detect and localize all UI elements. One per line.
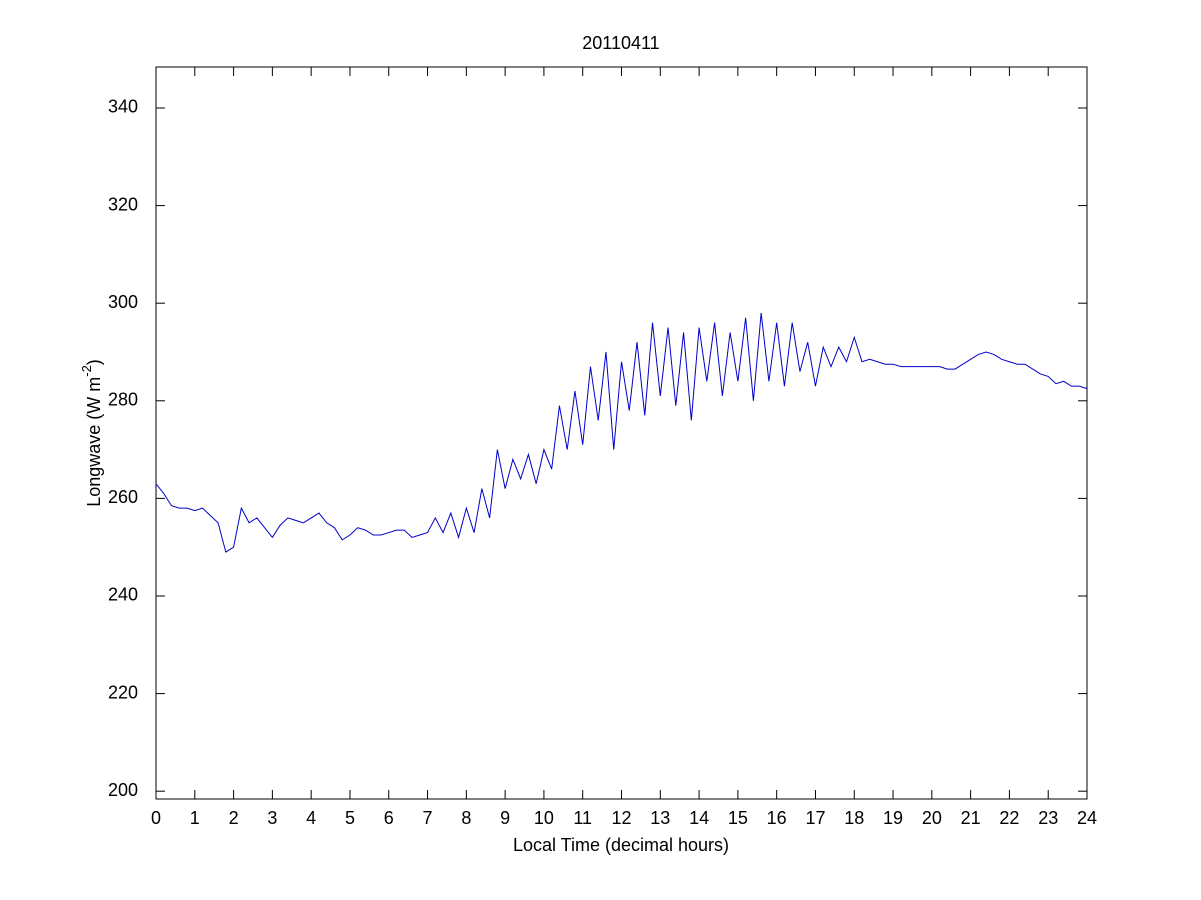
- x-tick-label: 19: [883, 808, 903, 828]
- x-tick-label: 6: [384, 808, 394, 828]
- x-tick-label: 17: [805, 808, 825, 828]
- x-tick-label: 0: [151, 808, 161, 828]
- y-tick-label: 240: [108, 585, 138, 605]
- x-axis-label: Local Time (decimal hours): [513, 835, 729, 855]
- x-tick-label: 24: [1077, 808, 1097, 828]
- x-tick-label: 15: [728, 808, 748, 828]
- x-tick-label: 10: [534, 808, 554, 828]
- y-axis-label-superscript: -2: [79, 365, 94, 377]
- x-tick-label: 21: [961, 808, 981, 828]
- x-tick-label: 13: [650, 808, 670, 828]
- x-tick-label: 16: [767, 808, 787, 828]
- y-tick-label: 200: [108, 780, 138, 800]
- x-tick-label: 8: [461, 808, 471, 828]
- y-axis-label-suffix: ): [84, 359, 104, 365]
- x-tick-label: 3: [267, 808, 277, 828]
- y-tick-label: 280: [108, 390, 138, 410]
- x-tick-label: 18: [844, 808, 864, 828]
- x-tick-label: 23: [1038, 808, 1058, 828]
- x-tick-label: 7: [423, 808, 433, 828]
- y-tick-label: 320: [108, 194, 138, 214]
- x-tick-label: 22: [999, 808, 1019, 828]
- x-tick-label: 14: [689, 808, 709, 828]
- x-tick-label: 2: [229, 808, 239, 828]
- plot-frame: [155, 66, 1088, 800]
- y-tick-label: 220: [108, 682, 138, 702]
- x-tick-label: 11: [573, 808, 592, 828]
- x-tick-label: 4: [306, 808, 316, 828]
- x-tick-label: 12: [611, 808, 631, 828]
- y-axis-label: Longwave (W m-2): [79, 359, 103, 507]
- x-tick-label: 20: [922, 808, 942, 828]
- chart-title: 20110411: [582, 33, 659, 53]
- x-tick-label: 5: [345, 808, 355, 828]
- y-tick-label: 300: [108, 292, 138, 312]
- x-tick-label: 1: [190, 808, 200, 828]
- y-axis-label-text: Longwave (W m: [84, 377, 104, 507]
- data-line: [155, 312, 1088, 553]
- y-tick-label: 260: [108, 487, 138, 507]
- y-tick-label: 340: [108, 97, 138, 117]
- x-tick-label: 9: [500, 808, 510, 828]
